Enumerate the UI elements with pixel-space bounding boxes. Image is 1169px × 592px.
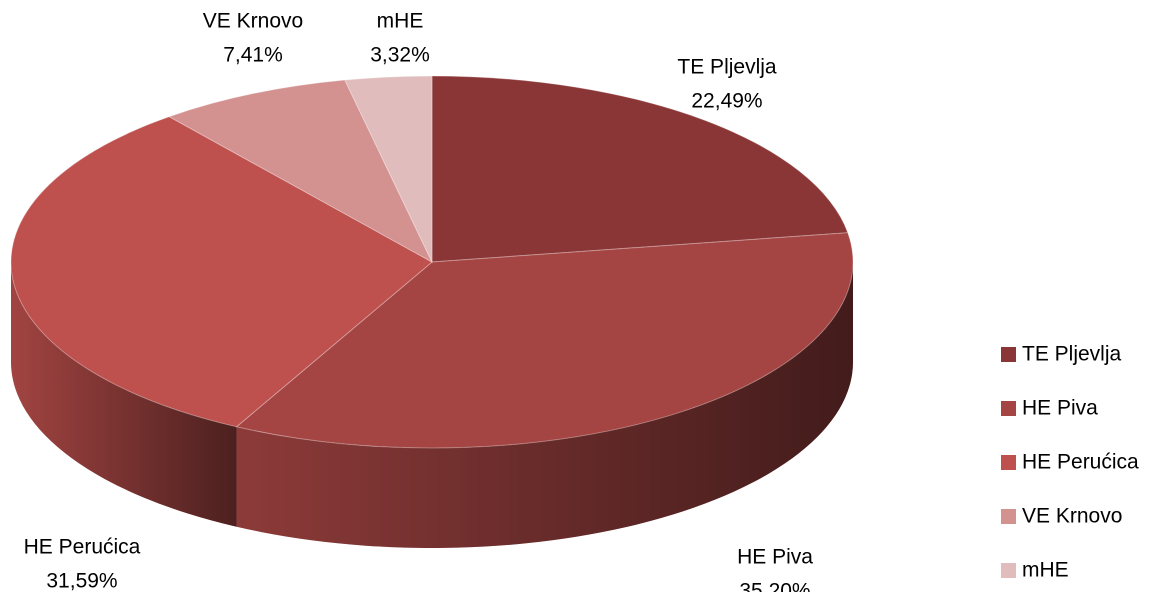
data-label-name: mHE	[377, 10, 424, 33]
pie-slice	[431, 75, 849, 263]
legend-label: mHE	[1022, 559, 1069, 582]
pie-slice	[167, 79, 434, 264]
data-label-value: 7,41%	[223, 44, 283, 67]
legend-swatch	[1001, 509, 1016, 524]
pie-side-shade	[236, 262, 854, 549]
legend-swatch	[1001, 563, 1016, 578]
legend-label: HE Perućica	[1022, 451, 1139, 474]
data-label-value: 31,59%	[46, 570, 117, 592]
legend-label: TE Pljevlja	[1022, 343, 1122, 366]
legend-swatch	[1001, 455, 1016, 470]
data-label-name: TE Pljevlja	[677, 56, 777, 79]
pie-slice	[10, 116, 433, 428]
legend-swatch	[1001, 401, 1016, 416]
legend-label: HE Piva	[1022, 397, 1098, 420]
pie-slice	[344, 75, 433, 263]
pie-slice	[235, 232, 854, 449]
pie-side-shade	[11, 262, 237, 527]
data-label-name: HE Piva	[737, 546, 813, 569]
data-label-value: 35,20%	[739, 580, 810, 592]
legend-swatch	[1001, 347, 1016, 362]
legend-label: VE Krnovo	[1022, 505, 1122, 528]
data-label-name: VE Krnovo	[203, 10, 303, 33]
data-label-name: HE Perućica	[24, 536, 141, 559]
data-label-value: 22,49%	[691, 90, 762, 113]
data-label-value: 3,32%	[370, 44, 430, 67]
